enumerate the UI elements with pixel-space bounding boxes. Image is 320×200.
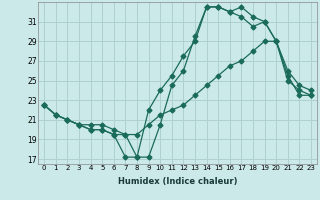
X-axis label: Humidex (Indice chaleur): Humidex (Indice chaleur)	[118, 177, 237, 186]
